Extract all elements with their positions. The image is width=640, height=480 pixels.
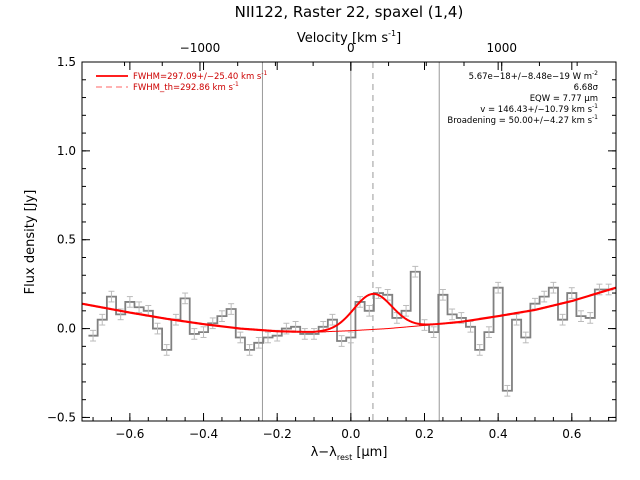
annotation-broadening: Broadening = 50.00+/−4.27 km s-1 — [447, 114, 598, 126]
top-axis-label: Velocity [km s-1] — [297, 29, 401, 46]
series-layer — [81, 265, 617, 397]
y-tick-label: 0.0 — [57, 322, 76, 336]
annotation-sigma: 6.68σ — [574, 83, 599, 93]
legend-entry-fwhm: FWHM=297.09+/−25.40 km s-1 — [133, 70, 268, 82]
top-tick-label: −1000 — [180, 41, 221, 55]
x-tick-label: 0.6 — [562, 427, 581, 441]
x-axis-label-sub: rest — [337, 453, 352, 462]
x-tick-label: −0.6 — [115, 427, 144, 441]
plot-frame — [81, 61, 617, 422]
y-axis-label: Flux density [Jy] — [23, 190, 38, 295]
x-tick-label: 0.4 — [489, 427, 508, 441]
continuum-left — [81, 302, 297, 333]
annotation-eqw: EQW = 7.77 μm — [530, 94, 598, 104]
top-tick-label: 0 — [347, 41, 355, 55]
top-axis-label-sup: -1 — [388, 29, 396, 38]
annotation-flux: 5.67e−18+/−8.48e−19 W m-2 — [469, 70, 599, 82]
annotation-velocity: v = 146.43+/−10.79 km s-1 — [480, 103, 598, 115]
y-tick-label: 1.5 — [57, 55, 76, 69]
gaussian-fit — [296, 292, 450, 333]
continuum-under-line — [296, 322, 450, 333]
y-tick-label: 1.0 — [57, 144, 76, 158]
y-tick-label: 0.5 — [57, 233, 76, 247]
vertical-reference-lines — [261, 62, 440, 421]
top-tick-label: 1000 — [486, 41, 517, 55]
legend-entry-fwhm-th: FWHM_th=292.86 km s-1 — [133, 81, 239, 93]
y-tick-label: −0.5 — [47, 410, 76, 424]
x-tick-label: −0.4 — [189, 427, 218, 441]
x-tick-label: 0.2 — [415, 427, 434, 441]
axes-layer: −0.6 −0.4 −0.2 0.0 0.2 0.4 0.6 −0.5 0.0 0.5 1.0 1.5… — [47, 41, 616, 441]
x-tick-label: 0.0 — [341, 427, 360, 441]
chart-title: NII122, Raster 22, spaxel (1,4) — [235, 3, 464, 21]
annotations: 5.67e−18+/−8.48e−19 W m-2 6.68σ EQW = 7.… — [447, 70, 598, 126]
continuum-right — [449, 286, 617, 325]
x-axis-label: λ−λrest [μm] — [311, 445, 388, 462]
legend: FWHM=297.09+/−25.40 km s-1 FWHM_th=292.8… — [96, 70, 268, 93]
x-tick-label: −0.2 — [263, 427, 292, 441]
